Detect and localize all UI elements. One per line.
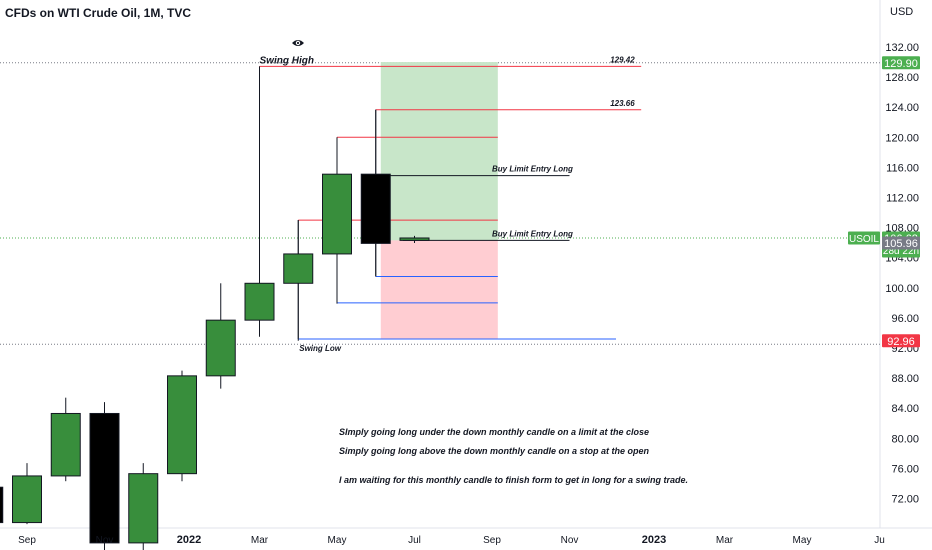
y-tick-label: 88.00 bbox=[891, 373, 919, 385]
y-tick-label: 132.00 bbox=[885, 42, 919, 54]
eye-icon[interactable] bbox=[292, 40, 304, 46]
candle[interactable] bbox=[283, 220, 314, 341]
y-tick-label: 76.00 bbox=[891, 463, 919, 475]
y-tick-label: 80.00 bbox=[891, 433, 919, 445]
position-box-layer bbox=[380, 62, 498, 339]
candle[interactable] bbox=[322, 138, 352, 304]
time-axis[interactable]: Sep Nov 2022 Mar May Jul Sep Nov 2023 Mar May Ju bbox=[18, 534, 885, 546]
y-tick-label: 100.00 bbox=[885, 283, 919, 295]
y-tick-label: 116.00 bbox=[886, 162, 919, 174]
x-tick-label: Mar bbox=[251, 535, 269, 546]
candle-body bbox=[322, 173, 352, 255]
candle[interactable] bbox=[167, 370, 197, 482]
price-tag-bg bbox=[882, 236, 920, 250]
candle-body bbox=[360, 173, 391, 244]
x-tick-label: May bbox=[793, 535, 812, 546]
x-tick-label: Sep bbox=[483, 535, 501, 546]
candle[interactable] bbox=[89, 402, 120, 550]
price-tag-bg bbox=[882, 56, 920, 70]
symbol-tag-bg bbox=[848, 231, 880, 245]
y-tick-label: 112.00 bbox=[886, 193, 919, 205]
level-value-label: 129.42 bbox=[610, 55, 635, 64]
candle[interactable] bbox=[244, 66, 275, 337]
y-tick-label: 120.00 bbox=[885, 132, 919, 144]
currency-label: USD bbox=[890, 6, 913, 18]
x-tick-label: Sep bbox=[18, 535, 36, 546]
y-tick-label: 128.00 bbox=[885, 72, 919, 84]
annotation-layer: Swing High Swing Low Buy Limit Entry Long B… bbox=[260, 55, 689, 485]
candle-body bbox=[12, 475, 42, 524]
candle[interactable] bbox=[128, 463, 159, 550]
buy-limit-label-upper: Buy Limit Entry Long bbox=[492, 165, 573, 174]
candle-body bbox=[0, 486, 4, 524]
buy-limit-label-lower: Buy Limit Entry Long bbox=[492, 229, 573, 238]
chart-title: CFDs on WTI Crude Oil, 1M, TVC bbox=[5, 6, 191, 20]
price-tag-label: 92.96 bbox=[887, 336, 915, 348]
x-tick-label: 2023 bbox=[642, 534, 666, 546]
position-loss-zone bbox=[380, 240, 498, 339]
x-tick-label: 2022 bbox=[177, 534, 201, 546]
candle-body bbox=[205, 319, 236, 377]
candle[interactable] bbox=[205, 283, 236, 389]
price-axis[interactable]: 72.0076.0080.0084.0088.0092.0096.00100.0… bbox=[848, 42, 920, 506]
price-tag-bg bbox=[882, 334, 920, 348]
candle[interactable] bbox=[399, 235, 430, 243]
x-tick-label: May bbox=[328, 535, 347, 546]
y-tick-label: 84.00 bbox=[891, 403, 919, 415]
candle[interactable] bbox=[50, 397, 81, 482]
candle-body bbox=[283, 253, 314, 284]
candle-body bbox=[128, 473, 159, 544]
x-tick-label: Mar bbox=[716, 535, 734, 546]
candle-body bbox=[399, 237, 430, 241]
countdown-label: 28d 22h bbox=[883, 246, 919, 257]
note-line-2: Simply going long above the down monthly… bbox=[339, 446, 650, 456]
note-line-1: SImply going long under the down monthly… bbox=[339, 427, 649, 437]
swing-high-label: Swing High bbox=[260, 55, 314, 66]
candle-body bbox=[244, 282, 275, 321]
candles-layer bbox=[0, 66, 430, 550]
candle-body bbox=[50, 412, 81, 477]
swing-low-label: Swing Low bbox=[299, 344, 342, 353]
price-tag-label: 129.90 bbox=[884, 58, 918, 70]
position-profit-zone bbox=[380, 62, 498, 241]
symbol-tag-label: USOIL bbox=[849, 234, 879, 245]
x-tick-label: Nov bbox=[96, 535, 114, 546]
candle-body bbox=[167, 375, 197, 475]
price-tag-label: 105.96 bbox=[884, 238, 918, 250]
x-tick-label: Ju bbox=[874, 535, 885, 546]
candle[interactable] bbox=[12, 463, 42, 525]
candle[interactable] bbox=[360, 109, 391, 277]
candle-body bbox=[89, 412, 120, 544]
y-tick-label: 72.00 bbox=[891, 494, 919, 506]
note-line-3: I am waiting for this monthly candle to … bbox=[339, 475, 688, 485]
candle[interactable] bbox=[0, 486, 4, 524]
level-value-label: 123.66 bbox=[610, 99, 635, 108]
y-tick-label: 124.00 bbox=[885, 102, 919, 114]
y-tick-label: 96.00 bbox=[891, 313, 919, 325]
x-tick-label: Jul bbox=[408, 535, 421, 546]
x-tick-label: Nov bbox=[561, 535, 579, 546]
